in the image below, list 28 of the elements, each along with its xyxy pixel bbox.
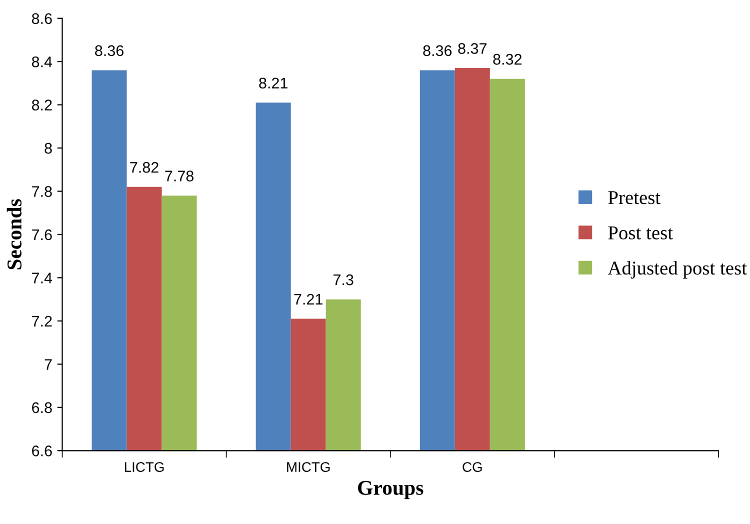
y-tick-label: 7.4 [32, 272, 52, 284]
legend-label: Adjusted post test [608, 260, 747, 279]
x-tick-label: LICTG [124, 462, 164, 472]
x-tick-label: CG [462, 462, 482, 472]
y-tick-label: 7.2 [32, 316, 52, 326]
data-label: 8.37 [458, 43, 487, 54]
data-label: 7.82 [130, 162, 158, 173]
legend-label: Pretest [608, 191, 660, 204]
data-label: 7.3 [334, 274, 354, 286]
data-label: 7.21 [294, 294, 322, 305]
data-label: 8.32 [493, 54, 522, 65]
x-tick-label: MICTG [287, 462, 330, 472]
y-tick-label: 6.6 [32, 446, 52, 456]
legend-label: Post test [608, 226, 673, 240]
data-label: 8.21 [259, 78, 288, 89]
x-axis-title: Groups [358, 480, 424, 500]
y-tick-label: 8 [44, 142, 52, 154]
y-axis-title: Seconds [6, 199, 22, 270]
y-tick-label: 7 [44, 359, 52, 370]
y-tick-label: 8.4 [32, 56, 52, 68]
data-label: 7.78 [165, 170, 194, 182]
data-label: 8.36 [423, 45, 452, 56]
y-tick-label: 7.8 [32, 186, 52, 197]
y-tick-label: 6.8 [32, 402, 52, 414]
y-tick-label: 7.6 [32, 229, 52, 240]
y-tick-label: 8.6 [32, 13, 52, 24]
y-tick-label: 8.2 [32, 100, 52, 110]
data-label: 8.36 [95, 45, 124, 56]
